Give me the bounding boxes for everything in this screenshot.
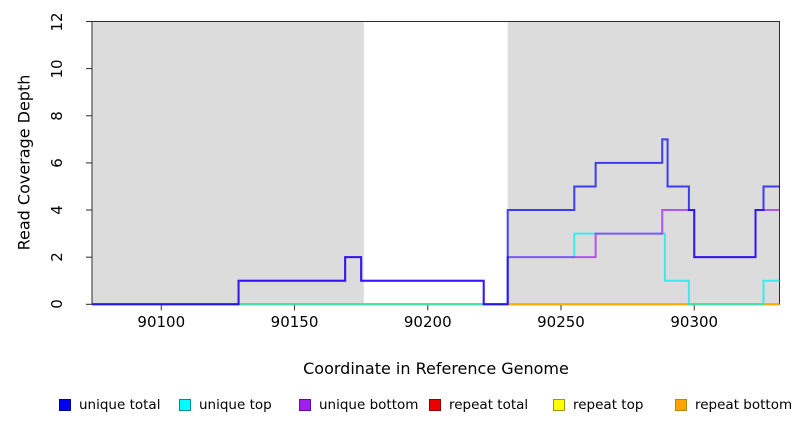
- y-tick-label: 12: [48, 11, 66, 32]
- repeat-total-swatch-icon: [429, 399, 441, 411]
- legend-item-unique-top: unique top: [179, 397, 272, 413]
- legend-item-repeat-bottom: repeat bottom: [675, 397, 792, 413]
- coverage-line-unique-total: [92, 138, 780, 306]
- unique-top-swatch-icon: [179, 399, 191, 411]
- x-tick-label: 90250: [537, 313, 585, 331]
- legend-label: repeat bottom: [695, 397, 792, 413]
- repeat-bottom-swatch-icon: [675, 399, 687, 411]
- shaded-region: [92, 21, 364, 305]
- legend-label: unique top: [199, 397, 272, 413]
- legend-label: unique total: [79, 397, 161, 413]
- legend-item-unique-bottom: unique bottom: [299, 397, 418, 413]
- x-axis-title: Coordinate in Reference Genome: [303, 359, 569, 378]
- y-tick-label: 10: [48, 59, 66, 79]
- y-tick-label: 0: [48, 299, 66, 310]
- x-tick-label: 90100: [137, 313, 186, 331]
- y-tick-label: 8: [48, 111, 66, 121]
- legend-item-repeat-total: repeat total: [429, 397, 528, 413]
- legend-label: unique bottom: [319, 397, 419, 413]
- x-tick-label: 90200: [403, 313, 452, 331]
- y-tick-label: 6: [48, 158, 66, 168]
- repeat-top-swatch-icon: [553, 399, 565, 411]
- y-axis-title: Read Coverage Depth: [14, 74, 34, 251]
- legend-item-repeat-top: repeat top: [553, 397, 643, 413]
- y-tick-label: 2: [48, 252, 66, 262]
- y-tick-label: 4: [48, 205, 66, 215]
- legend-label: repeat top: [573, 397, 644, 413]
- unique-bottom-swatch-icon: [299, 399, 311, 411]
- legend-item-unique-total: unique total: [59, 397, 160, 413]
- legend-label: repeat total: [449, 397, 529, 413]
- unique-total-swatch-icon: [59, 399, 71, 411]
- x-tick-label: 90150: [270, 313, 319, 331]
- x-tick-label: 90300: [670, 313, 719, 331]
